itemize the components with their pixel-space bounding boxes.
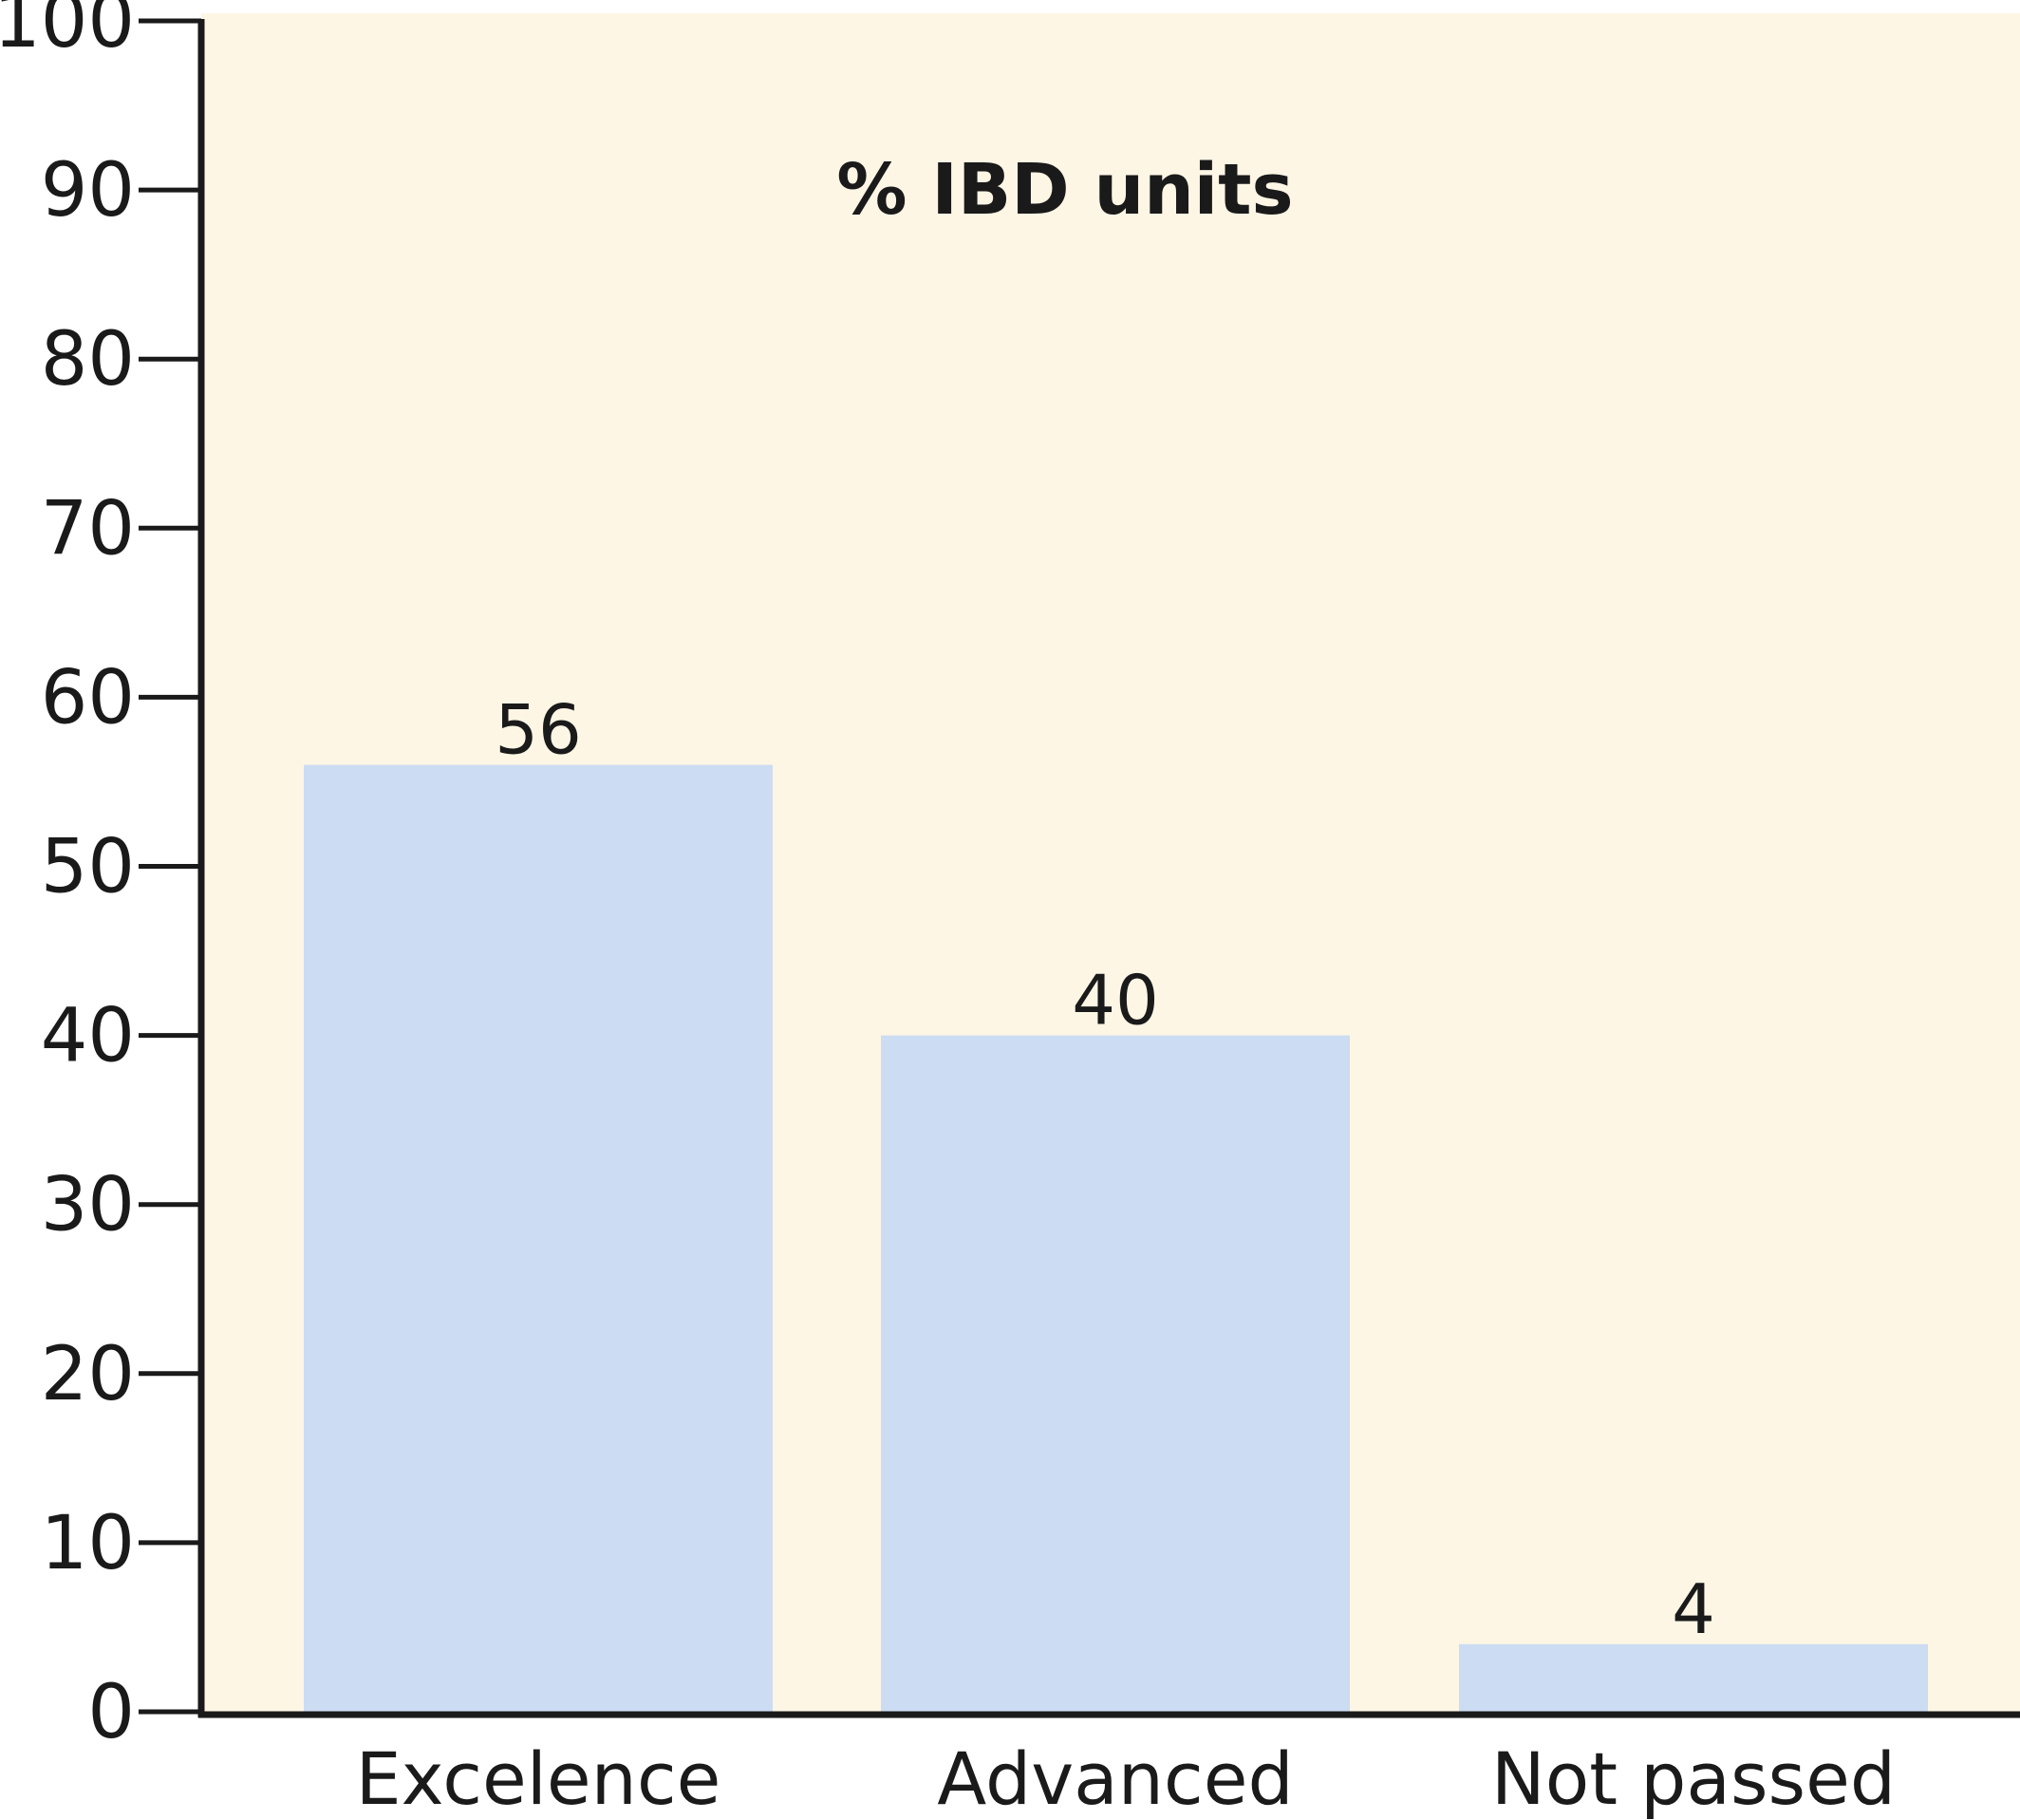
y-tick-label: 0 (87, 1670, 135, 1755)
value-label: 40 (1072, 961, 1159, 1041)
chart-title: % IBD units (836, 149, 1293, 231)
y-tick-label: 20 (41, 1332, 135, 1417)
y-tick-label: 30 (41, 1163, 135, 1248)
y-tick-label: 10 (41, 1501, 135, 1586)
bar-not-passed (1459, 1643, 1928, 1715)
y-tick-label: 60 (41, 655, 135, 741)
y-tick-label: 90 (41, 148, 135, 234)
y-tick-label: 100 (0, 0, 135, 65)
value-label: 4 (1672, 1569, 1715, 1649)
category-label: Excelence (356, 1736, 721, 1820)
bar-excelence (304, 764, 773, 1715)
y-tick-label: 80 (41, 317, 135, 403)
category-label: Not passed (1491, 1736, 1896, 1820)
value-labels-group: 56 40 4 (495, 690, 1715, 1649)
category-label: Advanced (937, 1736, 1293, 1820)
y-tick-label: 70 (41, 486, 135, 572)
y-tick-label: 50 (41, 825, 135, 910)
bars-group (304, 764, 1928, 1715)
y-axis: 0 10 20 30 40 50 60 70 80 90 100 (0, 0, 205, 1755)
value-label: 56 (495, 690, 582, 770)
bar-advanced (881, 1035, 1350, 1715)
y-tick-label: 40 (41, 994, 135, 1079)
category-labels-group: Excelence Advanced Not passed (356, 1736, 1897, 1820)
